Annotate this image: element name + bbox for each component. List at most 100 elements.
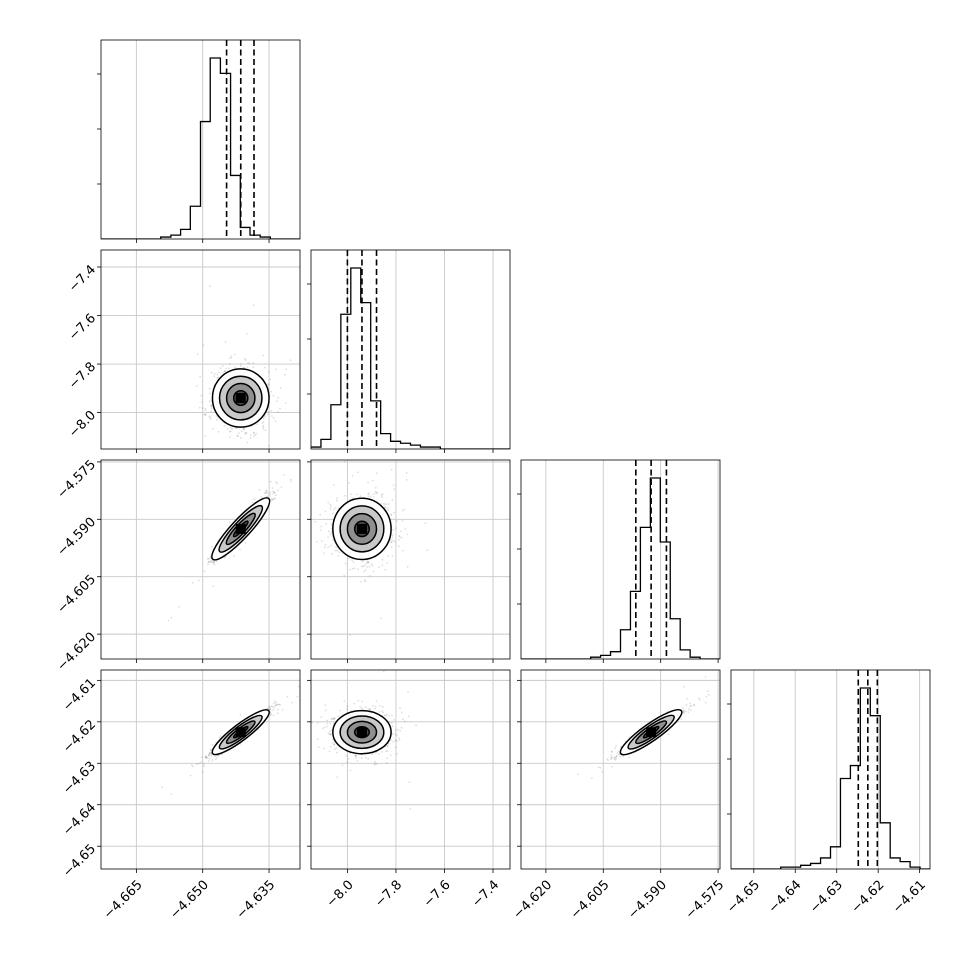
y-tick-label: −4.63: [60, 759, 99, 798]
scatter-point: [211, 561, 214, 564]
scatter-point: [201, 771, 204, 774]
scatter-point: [267, 370, 270, 373]
scatter-point: [210, 407, 213, 410]
scatter-point: [409, 807, 412, 810]
scatter-point: [382, 670, 385, 673]
gridlines: [311, 460, 510, 659]
scatter-point: [275, 704, 277, 706]
scatter-point: [242, 427, 245, 430]
y-tick-label: −7.8: [66, 360, 99, 393]
scatter-point: [387, 507, 389, 510]
scatter-point: [178, 606, 180, 608]
scatter-point: [240, 430, 243, 433]
scatter-point: [267, 413, 269, 416]
scatter-point: [297, 685, 300, 688]
scatter-point: [693, 704, 695, 707]
scatter-point: [195, 763, 198, 766]
scatter-point: [380, 494, 383, 496]
scatter-point: [237, 435, 240, 438]
scatter-point: [218, 371, 221, 374]
scatter-point: [390, 541, 393, 544]
scatter-point: [202, 344, 205, 346]
contour-layer: [211, 709, 270, 756]
scatter-point: [209, 751, 212, 754]
scatter-point: [415, 724, 417, 727]
scatter-point: [265, 491, 268, 493]
scatter-point: [267, 383, 270, 385]
scatter-point: [375, 492, 378, 494]
scatter-point: [330, 544, 332, 547]
scatter-point: [329, 507, 332, 510]
scatter-point: [279, 386, 282, 389]
scatter-point: [208, 752, 211, 754]
scatter-point: [403, 720, 406, 723]
scatter-point: [167, 619, 170, 622]
scatter-point: [285, 368, 288, 371]
scatter-point: [277, 411, 279, 413]
scatter-point: [311, 721, 313, 724]
scatter-point: [389, 754, 392, 756]
panel-3-2: −4.620 −4.605 −4.590 −4.575: [511, 669, 727, 922]
scatter-point: [357, 471, 359, 474]
x-tick-label: −4.635: [234, 878, 279, 923]
scatter-point: [333, 743, 336, 746]
scatter-point: [383, 504, 385, 507]
y-tick-label: −4.64: [60, 800, 99, 839]
scatter-point: [336, 751, 338, 754]
scatter-point: [391, 733, 394, 735]
scatter-point: [405, 472, 408, 474]
scatter-point: [381, 558, 384, 561]
scatter-point: [233, 468, 235, 470]
scatter-point: [401, 509, 404, 512]
scatter-point: [385, 503, 387, 506]
scatter-point: [404, 528, 407, 530]
scatter-point: [373, 762, 376, 765]
panel-2-1: [307, 459, 511, 663]
scatter-point: [262, 426, 265, 428]
scatter-point: [271, 705, 274, 708]
scatter-point: [689, 702, 691, 705]
scatter-point: [269, 707, 271, 710]
scatter-point: [426, 549, 429, 551]
scatter-point: [383, 714, 386, 717]
scatter-point: [372, 570, 375, 573]
scatter-point: [254, 434, 256, 436]
scatter-point: [383, 502, 385, 505]
scatter-point: [229, 363, 231, 365]
scatter-point: [381, 751, 383, 753]
scatter-point: [362, 565, 364, 567]
scatter-point: [349, 769, 352, 772]
scatter-point: [336, 499, 338, 502]
scatter-point: [387, 742, 390, 745]
histogram-step: [311, 267, 510, 449]
scatter-point: [388, 714, 390, 717]
panel-frame: [310, 459, 511, 660]
scatter-point: [244, 359, 247, 361]
scatter-point: [246, 333, 248, 335]
scatter-point: [204, 756, 207, 759]
scatter-point: [374, 486, 377, 489]
scatter-point: [400, 711, 403, 714]
scatter-point: [212, 585, 215, 587]
scatter-point: [170, 793, 173, 796]
scatter-point: [208, 560, 210, 563]
scatter-point: [394, 527, 397, 530]
y-tick-label: −4.61: [60, 676, 99, 715]
scatter-point: [393, 719, 395, 721]
scatter-point: [210, 410, 213, 413]
scatter-point: [270, 705, 273, 708]
scatter-point: [398, 545, 400, 547]
scatter-point: [204, 413, 207, 416]
scatter-point: [366, 561, 369, 564]
scatter-point: [280, 486, 283, 488]
scatter-point: [228, 367, 230, 370]
scatter-point: [206, 757, 209, 759]
scatter-point: [267, 411, 269, 413]
scatter-point: [272, 417, 275, 419]
scatter-point: [277, 489, 280, 492]
scatter-point: [382, 711, 384, 714]
scatter-point: [208, 754, 210, 757]
scatter-point: [375, 472, 378, 475]
scatter-point: [382, 705, 384, 708]
scatter-point: [208, 400, 211, 402]
